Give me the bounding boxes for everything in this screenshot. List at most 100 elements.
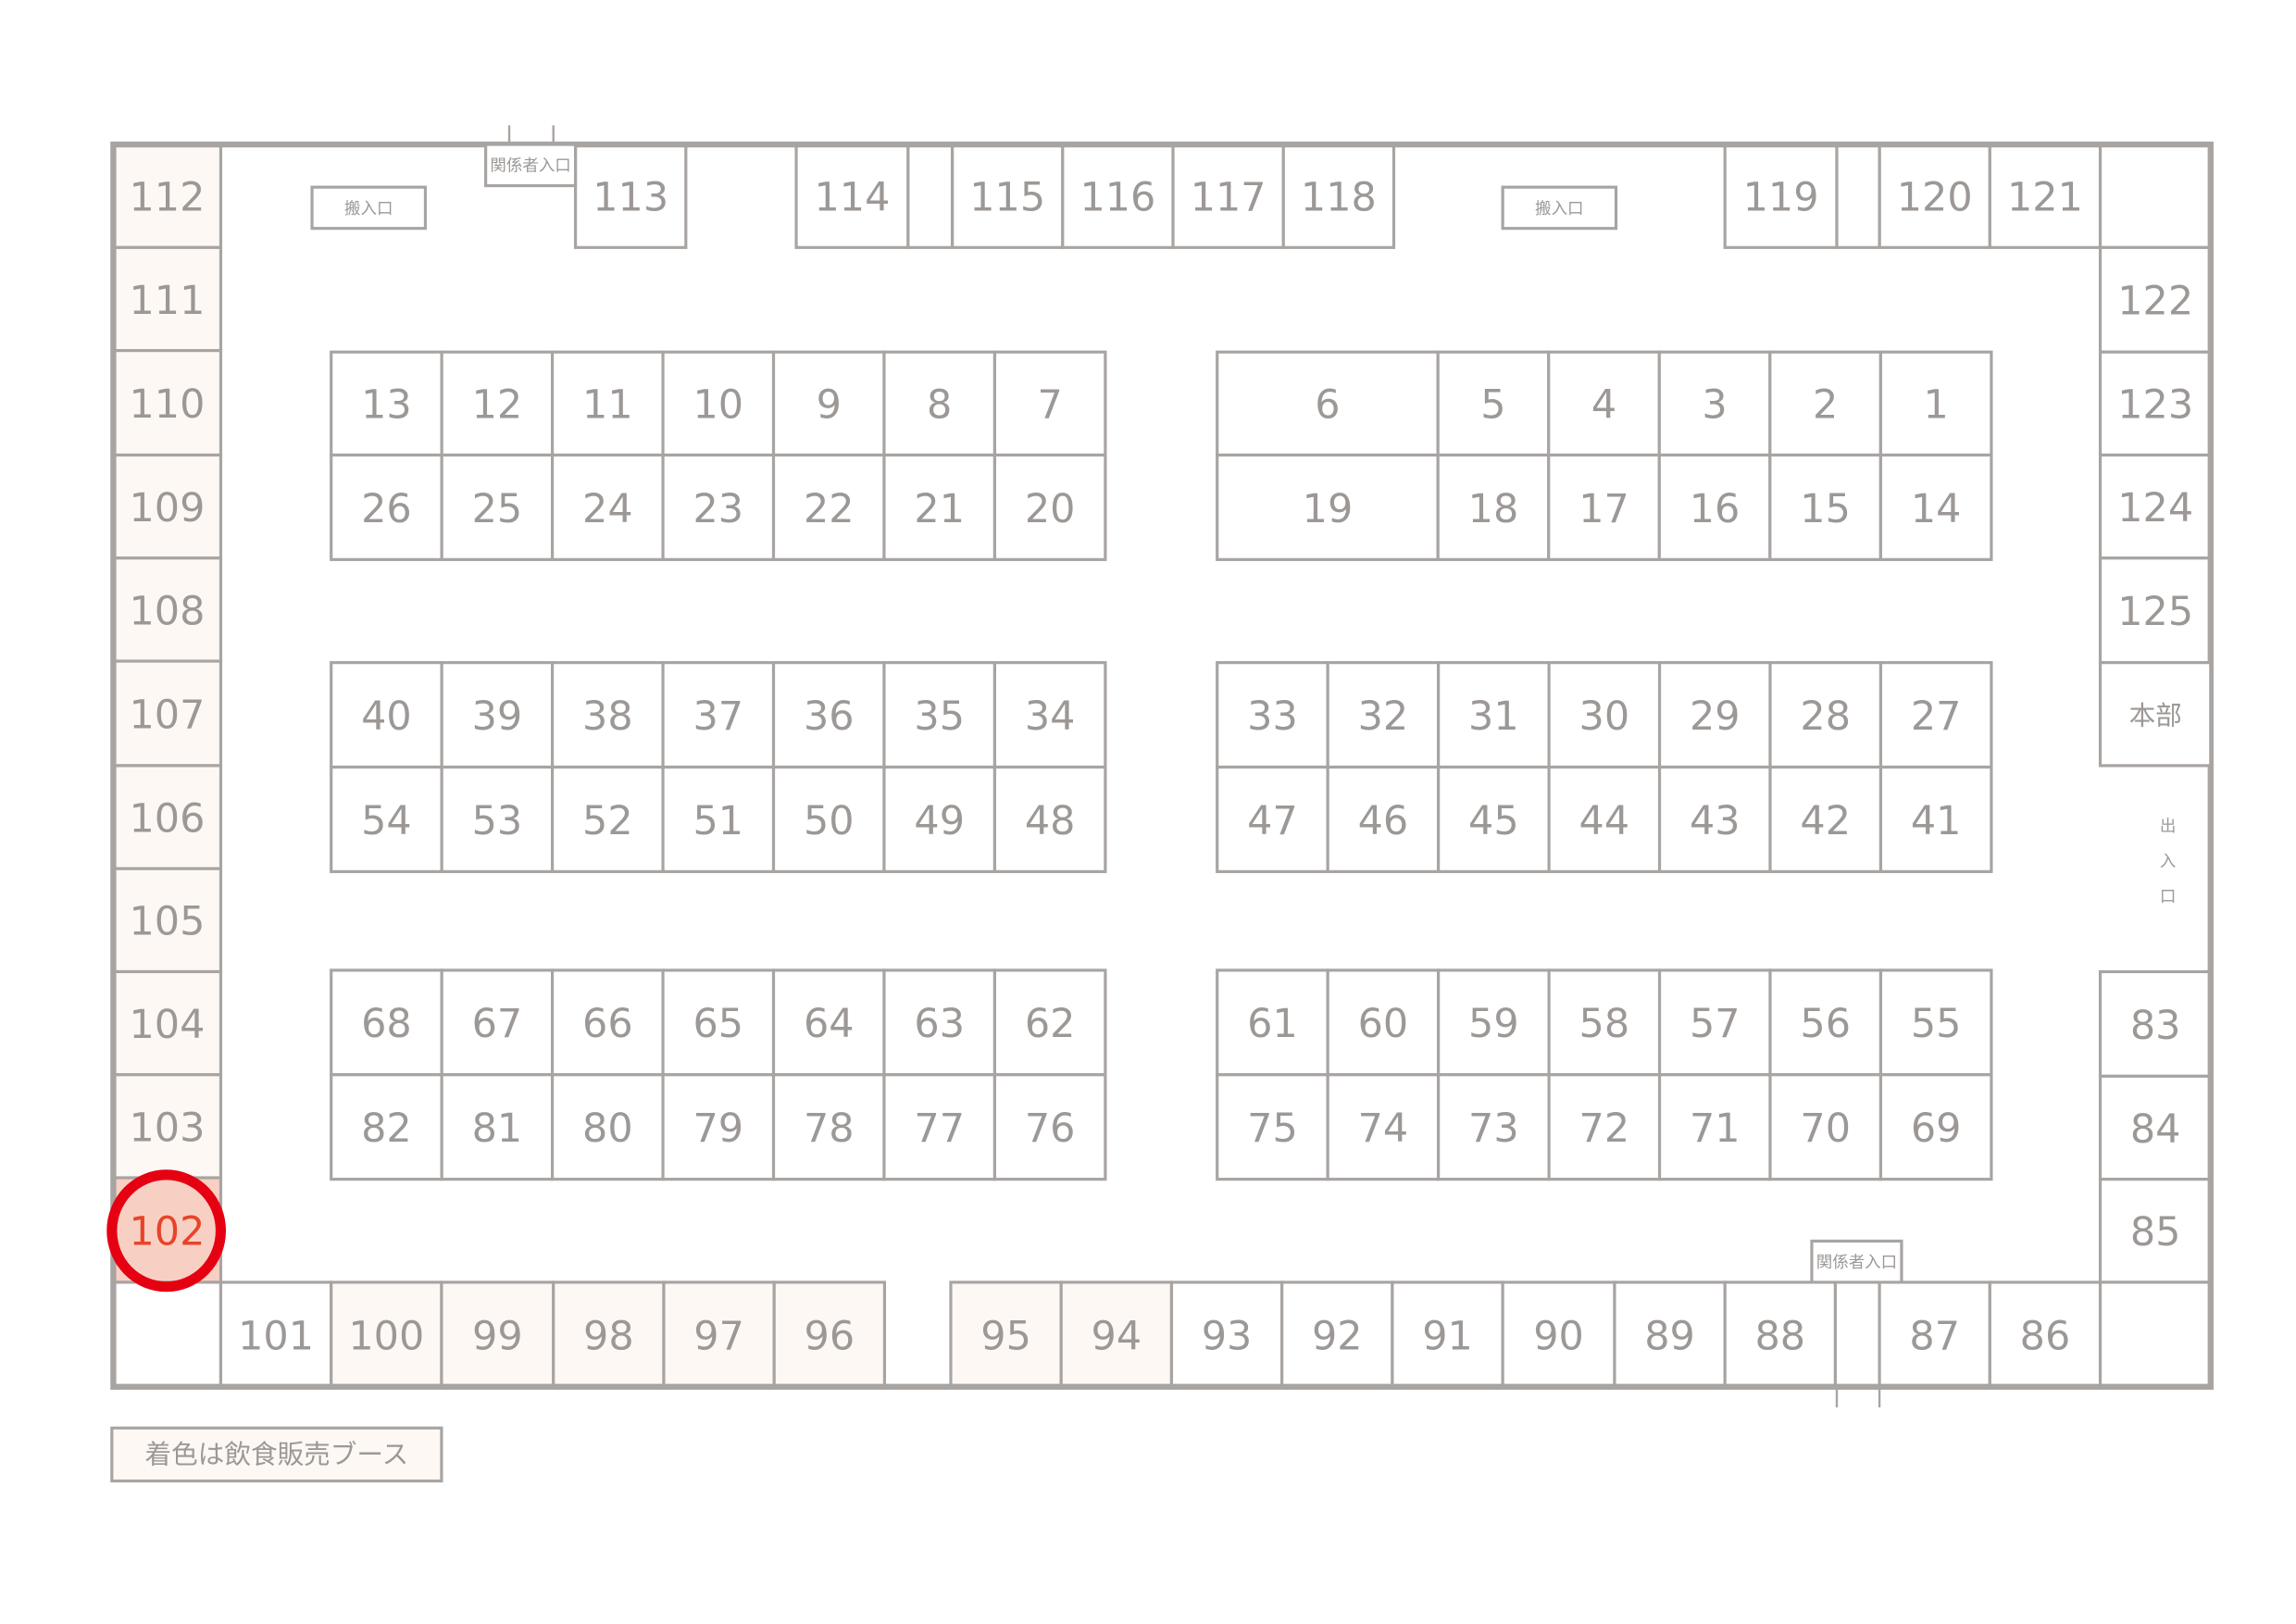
booth-88[interactable]: 88	[1723, 1280, 1837, 1389]
booth-58[interactable]: 58	[1547, 968, 1662, 1077]
booth-22[interactable]: 22	[771, 453, 886, 561]
booth-63[interactable]: 63	[882, 968, 997, 1077]
booth-113[interactable]: 113	[574, 143, 688, 249]
booth-18[interactable]: 18	[1436, 453, 1551, 561]
booth-31[interactable]: 31	[1437, 661, 1551, 769]
booth-93[interactable]: 93	[1169, 1280, 1284, 1389]
booth-47[interactable]: 47	[1216, 765, 1329, 873]
booth-107[interactable]: 107	[111, 659, 223, 768]
booth-29[interactable]: 29	[1657, 661, 1772, 769]
booth-78[interactable]: 78	[771, 1073, 886, 1181]
booth-77[interactable]: 77	[882, 1073, 997, 1181]
booth-99[interactable]: 99	[440, 1280, 555, 1389]
booth-45[interactable]: 45	[1437, 765, 1551, 873]
booth-61[interactable]: 61	[1216, 968, 1329, 1077]
booth-50[interactable]: 50	[771, 765, 886, 873]
booth-28[interactable]: 28	[1768, 661, 1883, 769]
booth-96[interactable]: 96	[772, 1280, 887, 1389]
booth-62[interactable]: 62	[992, 968, 1107, 1077]
booth-87[interactable]: 87	[1878, 1280, 1991, 1389]
booth-72[interactable]: 72	[1547, 1073, 1662, 1181]
booth-43[interactable]: 43	[1657, 765, 1772, 873]
booth-111[interactable]: 111	[111, 245, 223, 353]
booth-55[interactable]: 55	[1878, 968, 1993, 1077]
booth-30[interactable]: 30	[1547, 661, 1662, 769]
booth-76[interactable]: 76	[992, 1073, 1107, 1181]
booth-125[interactable]: 125	[2098, 556, 2213, 665]
booth-75[interactable]: 75	[1216, 1073, 1329, 1181]
booth-117[interactable]: 117	[1171, 143, 1285, 249]
booth-27[interactable]: 27	[1878, 661, 1993, 769]
booth-120[interactable]: 120	[1878, 143, 1991, 249]
booth-109[interactable]: 109	[111, 453, 223, 560]
booth-69[interactable]: 69	[1878, 1073, 1993, 1181]
booth-104[interactable]: 104	[111, 969, 223, 1077]
booth-51[interactable]: 51	[661, 765, 776, 873]
booth-60[interactable]: 60	[1326, 968, 1441, 1077]
booth-73[interactable]: 73	[1437, 1073, 1551, 1181]
booth-53[interactable]: 53	[440, 765, 555, 873]
booth-41[interactable]: 41	[1878, 765, 1993, 873]
booth-40[interactable]: 40	[330, 661, 443, 769]
booth-83[interactable]: 83	[2098, 969, 2213, 1078]
booth-8[interactable]: 8	[882, 350, 997, 457]
booth-123[interactable]: 123	[2098, 350, 2213, 457]
booth-33[interactable]: 33	[1216, 661, 1329, 769]
booth-9[interactable]: 9	[771, 350, 886, 457]
booth-16[interactable]: 16	[1657, 453, 1772, 561]
booth-23[interactable]: 23	[661, 453, 776, 561]
booth-106[interactable]: 106	[111, 764, 223, 870]
booth-48[interactable]: 48	[992, 765, 1107, 873]
booth-116[interactable]: 116	[1061, 143, 1175, 249]
booth-42[interactable]: 42	[1768, 765, 1883, 873]
booth-15[interactable]: 15	[1768, 453, 1882, 561]
booth-38[interactable]: 38	[551, 661, 665, 769]
booth-65[interactable]: 65	[661, 968, 776, 1077]
booth-70[interactable]: 70	[1768, 1073, 1883, 1181]
booth-1[interactable]: 1	[1878, 350, 1993, 457]
booth-14[interactable]: 14	[1878, 453, 1993, 561]
booth-119[interactable]: 119	[1723, 143, 1839, 249]
booth-66[interactable]: 66	[551, 968, 665, 1077]
booth-71[interactable]: 71	[1657, 1073, 1772, 1181]
booth-114[interactable]: 114	[794, 143, 910, 249]
booth-86[interactable]: 86	[1988, 1280, 2103, 1389]
booth-13[interactable]: 13	[330, 350, 443, 457]
booth-54[interactable]: 54	[330, 765, 443, 873]
booth-64[interactable]: 64	[771, 968, 886, 1077]
booth-112[interactable]: 112	[111, 143, 223, 249]
booth-95[interactable]: 95	[949, 1280, 1063, 1389]
booth-105[interactable]: 105	[111, 867, 223, 974]
booth-108[interactable]: 108	[111, 556, 223, 663]
booth-32[interactable]: 32	[1326, 661, 1441, 769]
booth-122[interactable]: 122	[2098, 245, 2213, 354]
booth-19[interactable]: 19	[1216, 453, 1440, 561]
booth-4[interactable]: 4	[1547, 350, 1661, 457]
booth-46[interactable]: 46	[1326, 765, 1441, 873]
booth-59[interactable]: 59	[1437, 968, 1551, 1077]
booth-24[interactable]: 24	[551, 453, 665, 561]
booth-2[interactable]: 2	[1768, 350, 1882, 457]
booth-89[interactable]: 89	[1613, 1280, 1727, 1389]
booth-103[interactable]: 103	[111, 1073, 223, 1180]
booth-57[interactable]: 57	[1657, 968, 1772, 1077]
booth-6[interactable]: 6	[1216, 350, 1440, 457]
booth-97[interactable]: 97	[662, 1280, 776, 1389]
booth-74[interactable]: 74	[1326, 1073, 1441, 1181]
booth-10[interactable]: 10	[661, 350, 776, 457]
booth-52[interactable]: 52	[551, 765, 665, 873]
booth-5[interactable]: 5	[1436, 350, 1551, 457]
booth-80[interactable]: 80	[551, 1073, 665, 1181]
booth-34[interactable]: 34	[992, 661, 1107, 769]
booth-25[interactable]: 25	[440, 453, 555, 561]
booth-21[interactable]: 21	[882, 453, 997, 561]
booth-56[interactable]: 56	[1768, 968, 1883, 1077]
booth-100[interactable]: 100	[330, 1280, 443, 1389]
booth-98[interactable]: 98	[552, 1280, 666, 1389]
booth-79[interactable]: 79	[661, 1073, 776, 1181]
booth-91[interactable]: 91	[1391, 1280, 1504, 1389]
booth-115[interactable]: 115	[950, 143, 1065, 249]
booth-39[interactable]: 39	[440, 661, 555, 769]
booth-17[interactable]: 17	[1547, 453, 1661, 561]
booth-124[interactable]: 124	[2098, 453, 2213, 560]
